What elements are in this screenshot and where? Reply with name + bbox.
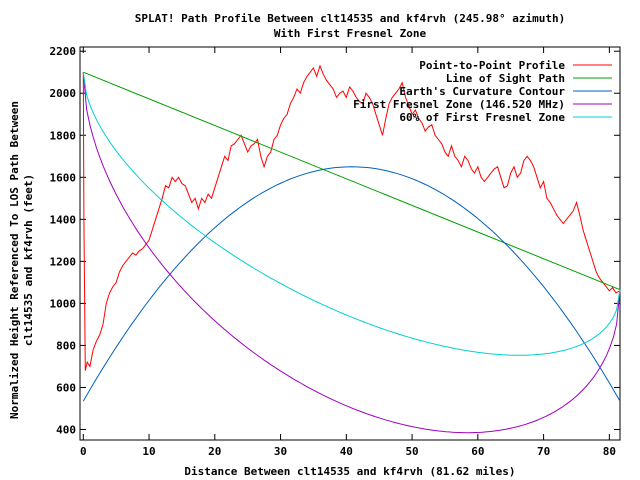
- legend-label: First Fresnel Zone (146.520 MHz): [353, 98, 565, 111]
- chart-title: SPLAT! Path Profile Between clt14535 and…: [135, 12, 565, 25]
- x-tick-label: 80: [603, 445, 616, 458]
- x-tick-label: 40: [340, 445, 353, 458]
- x-tick-label: 50: [405, 445, 418, 458]
- x-tick-label: 0: [80, 445, 87, 458]
- chart-subtitle: With First Fresnel Zone: [274, 27, 427, 40]
- series-first-fresnel-zone: [82, 72, 621, 434]
- y-tick-label: 1000: [50, 297, 77, 310]
- series-point-to-point-profile: [82, 64, 621, 371]
- series-line-of-sight: [83, 71, 621, 291]
- series-earth-curvature: [82, 166, 621, 402]
- y-tick-label: 600: [56, 381, 76, 394]
- x-tick-label: 10: [142, 445, 155, 458]
- y-axis-label-line2: clt14535 and kf4rvh (feet): [22, 174, 35, 346]
- y-tick-label: 2200: [50, 45, 77, 58]
- legend-label: Point-to-Point Profile: [419, 59, 565, 72]
- legend-label: Earth's Curvature Contour: [399, 85, 565, 98]
- x-tick-label: 70: [537, 445, 550, 458]
- plot-border: [79, 46, 621, 441]
- legend-label: 60% of First Fresnel Zone: [399, 111, 565, 124]
- y-tick-label: 2000: [50, 87, 77, 100]
- series-60pct-fresnel-zone: [82, 72, 621, 356]
- x-tick-label: 20: [208, 445, 221, 458]
- y-tick-label: 1400: [50, 213, 77, 226]
- series-group: [82, 64, 621, 434]
- y-tick-label: 1200: [50, 255, 77, 268]
- x-tick-label: 60: [471, 445, 484, 458]
- x-tick-label: 30: [274, 445, 287, 458]
- y-tick-label: 400: [56, 423, 76, 436]
- x-axis-label: Distance Between clt14535 and kf4rvh (81…: [184, 465, 515, 478]
- y-tick-label: 1600: [50, 171, 77, 184]
- legend-label: Line of Sight Path: [446, 72, 565, 85]
- plot-frame: [79, 46, 621, 441]
- y-tick-label: 1800: [50, 129, 77, 142]
- axis-ticks: 0 10 20 30 40 50 60 70 80 400 600 800 1000 1200 1400 16…: [50, 45, 620, 458]
- y-tick-label: 800: [56, 339, 76, 352]
- y-axis-label-line1: Normalized Height Referenced To LOS Path…: [8, 101, 21, 419]
